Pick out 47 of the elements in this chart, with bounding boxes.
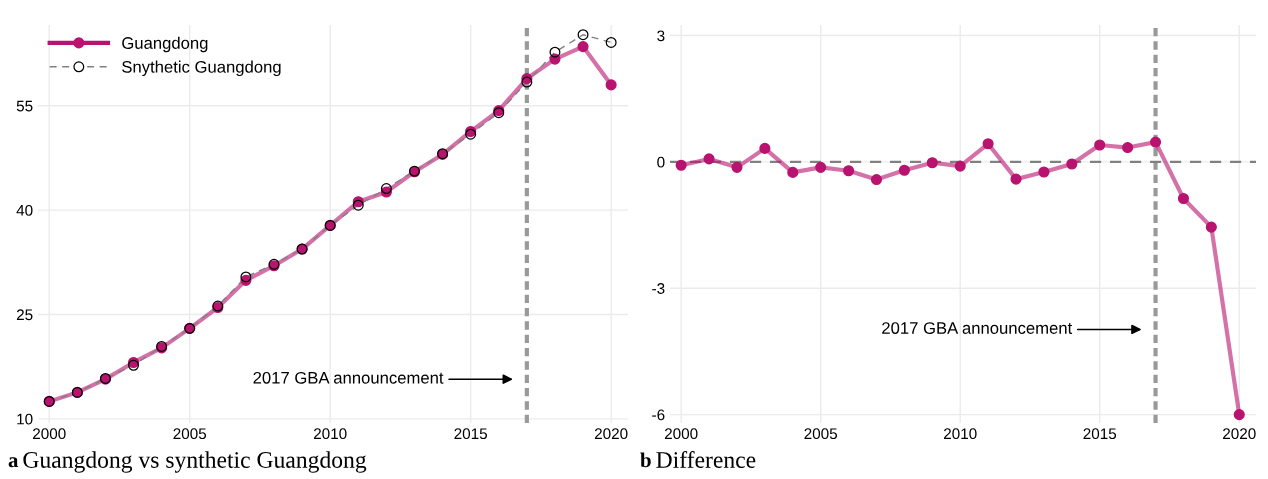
point (843, 165, 855, 177)
point (926, 157, 938, 169)
point (1066, 158, 1078, 170)
y-tick-label: 55 (16, 100, 33, 112)
y-tick-label: 40 (16, 204, 33, 216)
x-tick-label: 2015 (1083, 428, 1117, 440)
point (1149, 136, 1162, 148)
point (870, 174, 883, 186)
point (1177, 192, 1190, 205)
x-tick-label: 2010 (313, 428, 347, 440)
y-tick-label: 3 (657, 30, 665, 42)
x-tick-label: 2020 (594, 428, 628, 440)
legend-label: Guangdong (122, 36, 208, 53)
point (1094, 139, 1106, 151)
point (731, 161, 743, 173)
point (605, 79, 617, 91)
point (759, 142, 771, 154)
x-tick-label: 2005 (173, 428, 207, 440)
x-tick-label: 2015 (454, 428, 488, 440)
annotation: 2017 GBA announcement (253, 371, 444, 384)
x-tick-label: 2010 (943, 428, 977, 440)
x-tick-label: 2000 (664, 428, 698, 440)
point (982, 138, 994, 150)
point (787, 166, 799, 178)
point (577, 41, 589, 53)
point (703, 153, 715, 165)
y-tick-label: 10 (17, 413, 33, 425)
y-tick-label: 25 (16, 309, 33, 321)
point (675, 159, 687, 171)
y-tick-label: 0 (657, 156, 665, 168)
point (1038, 166, 1050, 178)
x-tick-label: 2000 (33, 428, 66, 440)
point (898, 164, 910, 176)
x-tick-label: 2005 (804, 428, 838, 440)
point (1233, 409, 1245, 421)
point (815, 161, 827, 173)
legend-label: Snythetic Guangdong (122, 60, 281, 77)
y-tick-label: -3 (652, 283, 665, 294)
annotation: 2017 GBA announcement (882, 322, 1073, 334)
point (1205, 221, 1217, 233)
point (1010, 173, 1022, 185)
point (954, 160, 966, 172)
y-tick-label: -6 (652, 409, 665, 421)
text: a Guangdong vs synthetic Guangdong (8, 451, 367, 473)
text: b Difference (640, 451, 756, 468)
x-tick-label: 2020 (1223, 428, 1256, 440)
point (1122, 142, 1134, 154)
